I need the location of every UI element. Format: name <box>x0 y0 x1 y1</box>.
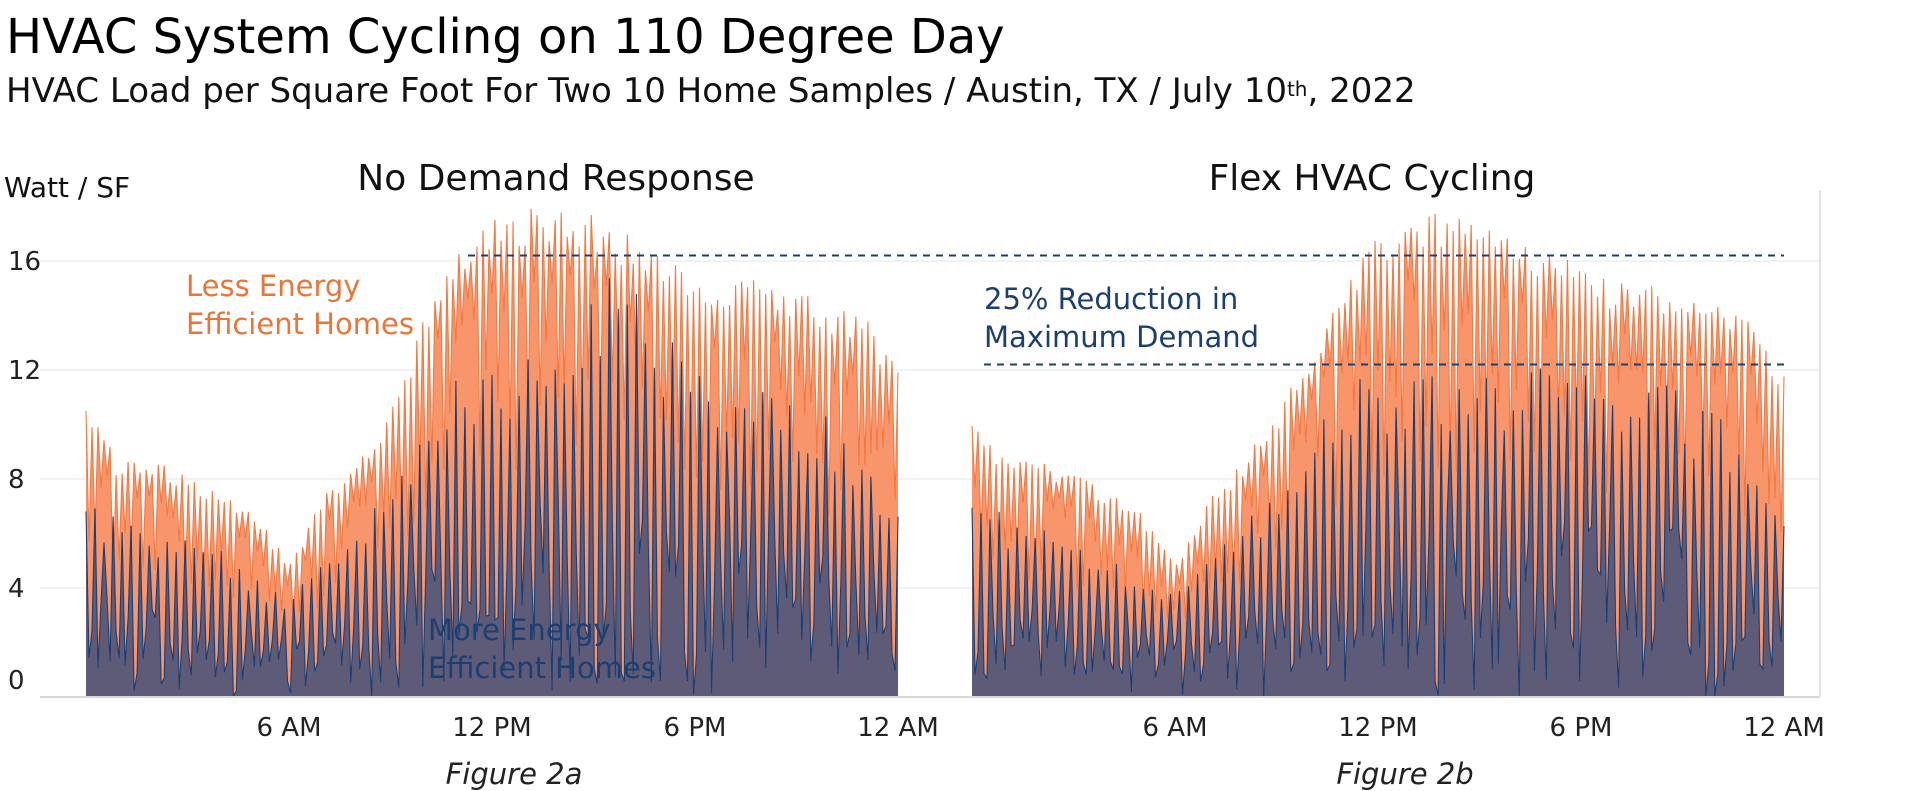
subtitle-superscript: th <box>1286 77 1308 101</box>
x-tick-panel1-0: 6 AM <box>256 713 321 743</box>
y-tick-0: 0 <box>8 666 25 696</box>
y-tick-labels: 0 4 8 12 16 <box>8 247 41 696</box>
chart-title: HVAC System Cycling on 110 Degree Day <box>6 9 1005 65</box>
figure-label-2a: Figure 2a <box>446 757 583 791</box>
y-tick-12: 12 <box>8 356 41 386</box>
annotation-reduction-line2: Maximum Demand <box>984 320 1259 354</box>
subtitle-text: HVAC Load per Square Foot For Two 10 Hom… <box>6 71 1287 111</box>
line-panel2-series2 <box>971 368 1785 698</box>
x-tick-panel1-2: 6 PM <box>664 713 727 743</box>
annotation-reduction-line1: 25% Reduction in <box>984 282 1238 316</box>
x-tick-panel2-2: 6 PM <box>1550 713 1613 743</box>
label-less-efficient-line2: Efficient Homes <box>186 307 414 341</box>
x-tick-panel2-3: 12 AM <box>1743 713 1825 743</box>
chart-subtitle: HVAC Load per Square Foot For Two 10 Hom… <box>6 68 1416 114</box>
figure-label-2b: Figure 2b <box>1336 757 1473 791</box>
reference-lines <box>468 254 1784 366</box>
area-panel1-series2 <box>86 278 898 697</box>
y-tick-4: 4 <box>8 574 25 604</box>
x-tick-labels: 6 AM 12 PM 6 PM 12 AM 6 AM 12 PM 6 PM 12 AM <box>256 713 1824 743</box>
y-tick-8: 8 <box>8 465 25 495</box>
x-tick-panel2-0: 6 AM <box>1142 713 1207 743</box>
area-panel2-series2 <box>972 368 1784 697</box>
y-axis-label: Watt / SF <box>4 171 130 204</box>
x-tick-panel1-1: 12 PM <box>452 713 531 743</box>
x-tick-panel1-3: 12 AM <box>857 713 939 743</box>
series-areas <box>85 208 1785 699</box>
subtitle-year: , 2022 <box>1307 71 1416 111</box>
panel-title-left: No Demand Response <box>357 158 754 199</box>
label-more-efficient-line1: More Energy <box>428 613 611 647</box>
y-tick-16: 16 <box>8 247 41 277</box>
label-more-efficient-line2: Efficient Homes <box>428 651 656 685</box>
x-tick-panel2-1: 12 PM <box>1338 713 1417 743</box>
label-less-efficient-line1: Less Energy <box>186 269 360 303</box>
line-panel1-series2 <box>85 278 899 699</box>
panel-title-right: Flex HVAC Cycling <box>1209 158 1536 199</box>
axes <box>40 190 1821 698</box>
